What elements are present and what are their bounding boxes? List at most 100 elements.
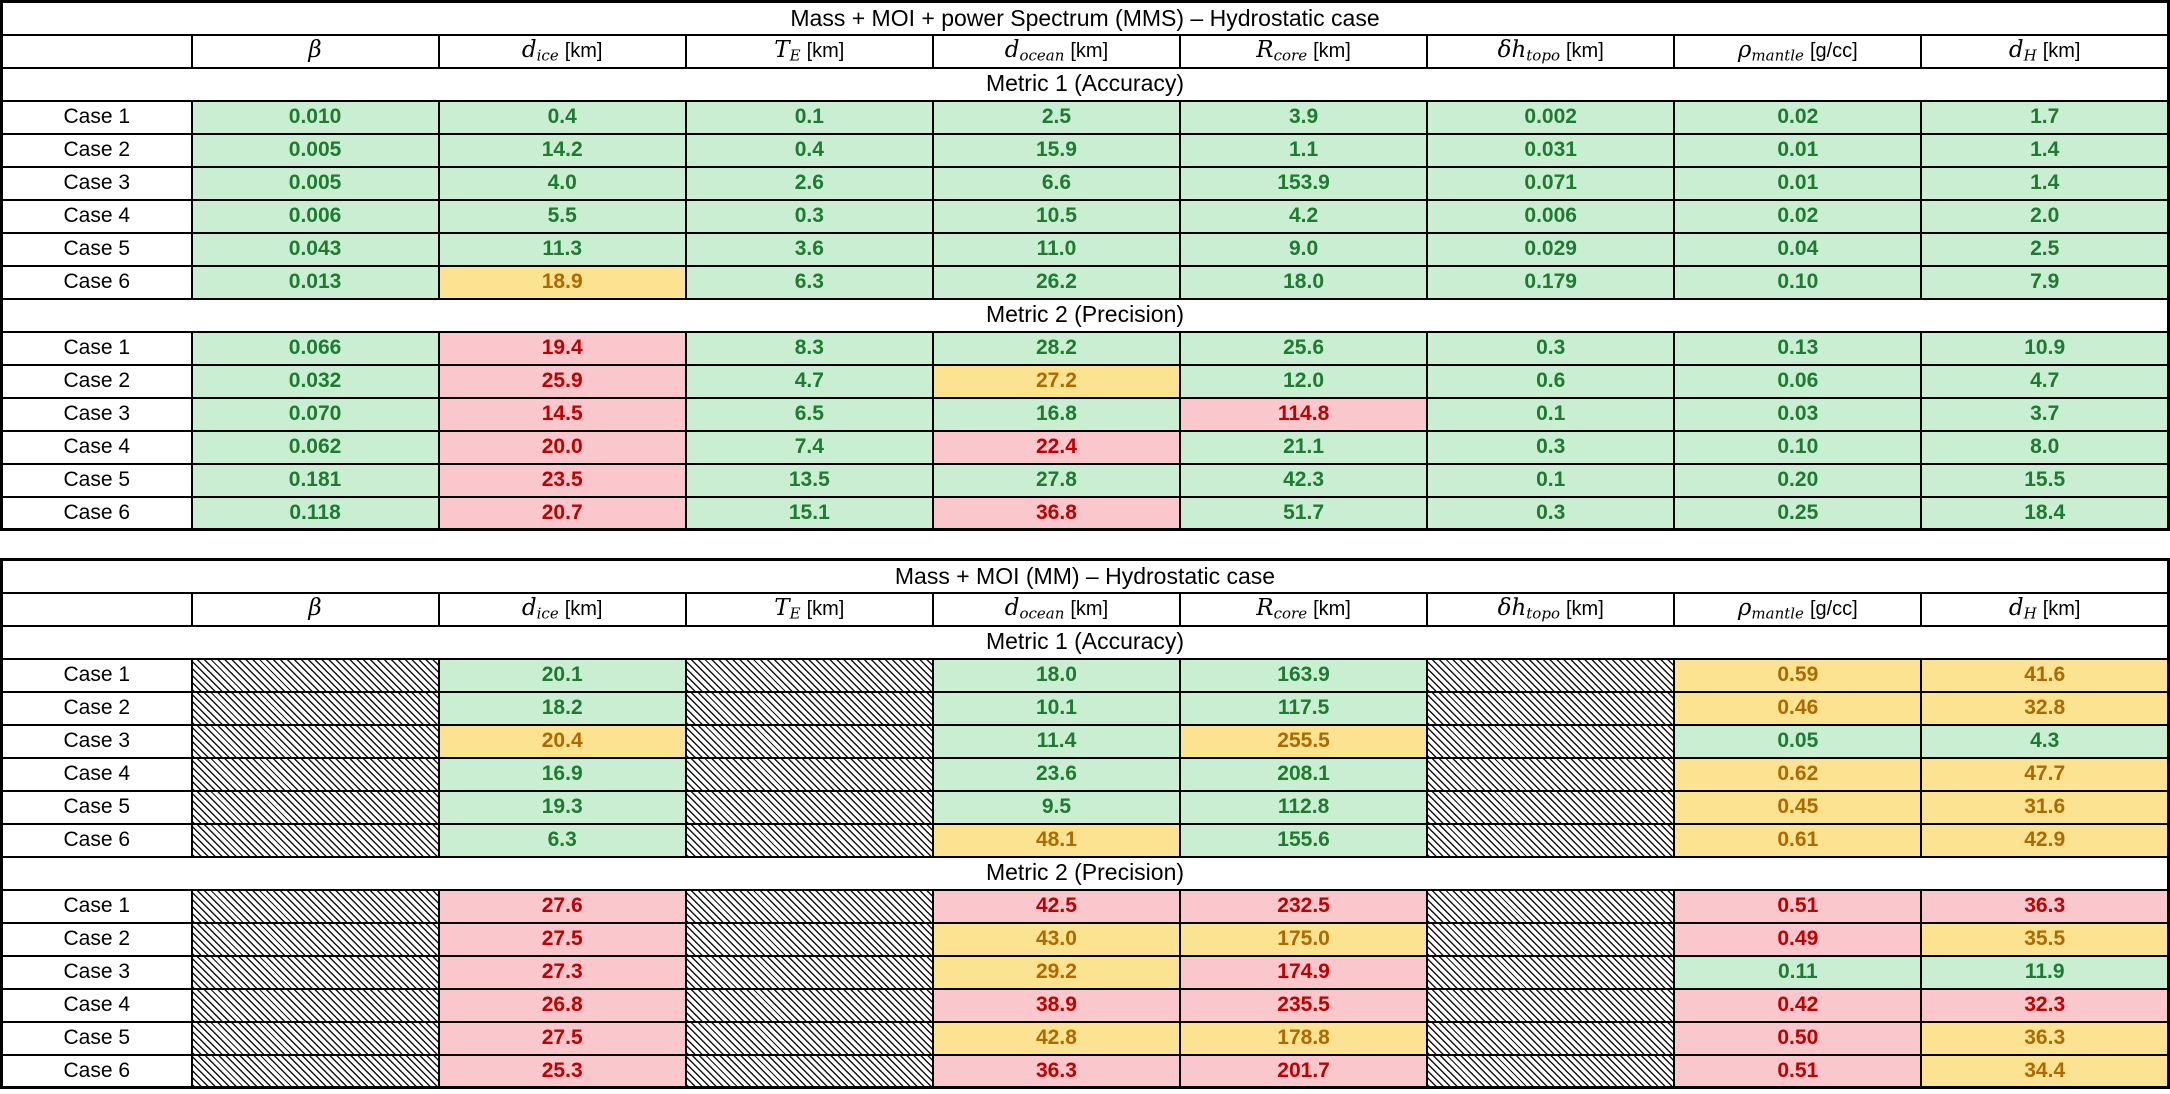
value-cell: 27.3 <box>437 954 687 990</box>
value-cell: 10.5 <box>931 198 1182 234</box>
value-cell: 14.5 <box>437 396 687 432</box>
hatched-cell <box>190 756 440 792</box>
value-cell: 0.04 <box>1673 231 1923 267</box>
value-cell: 255.5 <box>1178 723 1429 759</box>
value-cell: 0.11 <box>1673 954 1923 990</box>
hatched-cell <box>684 756 934 792</box>
value-cell: 20.1 <box>437 657 687 693</box>
variable-subscript: E <box>789 604 801 623</box>
table-row: Case 1 27.6 42.5 232.5 0.51 36.3 <box>0 888 2170 924</box>
value-cell: 19.3 <box>437 789 687 825</box>
value-cell: 20.0 <box>437 429 687 465</box>
hatched-cell <box>190 921 440 957</box>
value-cell: 0.20 <box>1673 462 1923 498</box>
value-cell: 27.5 <box>437 1020 687 1056</box>
table-row: Case 5 0.181 23.5 13.5 27.8 42.3 0.1 0.20 15.5 <box>0 462 2170 498</box>
case-label: Case 3 <box>0 954 193 990</box>
hatched-cell <box>190 987 440 1023</box>
section-header: Metric 1 (Accuracy) <box>0 66 2170 102</box>
case-label: Case 1 <box>0 888 193 924</box>
value-cell: 232.5 <box>1178 888 1429 924</box>
case-label: Case 6 <box>0 1053 193 1089</box>
value-cell: 25.3 <box>437 1053 687 1089</box>
value-cell: 20.7 <box>437 495 687 531</box>
table-row: Case 3 0.005 4.0 2.6 6.6 153.9 0.071 0.01 1.4 <box>0 165 2170 201</box>
value-cell: 18.9 <box>437 264 687 300</box>
value-cell: 2.6 <box>684 165 934 201</box>
value-cell: 0.031 <box>1426 132 1676 168</box>
value-cell: 0.179 <box>1426 264 1676 300</box>
value-cell: 48.1 <box>931 822 1182 858</box>
value-cell: 27.8 <box>931 462 1182 498</box>
value-cell: 0.51 <box>1673 1053 1923 1089</box>
value-cell: 42.9 <box>1920 822 2170 858</box>
column-header: TE [km] <box>684 591 934 627</box>
column-header: dH [km] <box>1920 33 2170 69</box>
value-cell: 15.5 <box>1920 462 2170 498</box>
value-cell: 0.06 <box>1673 363 1923 399</box>
value-cell: 0.3 <box>1426 330 1676 366</box>
header-corner-cell <box>0 591 193 627</box>
value-cell: 0.13 <box>1673 330 1923 366</box>
case-label: Case 6 <box>0 495 193 531</box>
table-row: Case 1 20.1 18.0 163.9 0.59 41.6 <box>0 657 2170 693</box>
variable-symbol: T <box>774 594 790 621</box>
column-header: dH [km] <box>1920 591 2170 627</box>
hatched-cell <box>684 987 934 1023</box>
value-cell: 0.006 <box>1426 198 1676 234</box>
value-cell: 155.6 <box>1178 822 1429 858</box>
value-cell: 0.181 <box>190 462 440 498</box>
value-cell: 0.59 <box>1673 657 1923 693</box>
variable-subscript: ice <box>536 604 559 623</box>
value-cell: 13.5 <box>684 462 934 498</box>
unit-label: [km] <box>1565 597 1604 620</box>
value-cell: 0.05 <box>1673 723 1923 759</box>
table-mm: Mass + MOI (MM) – Hydrostatic case β dice[… <box>0 558 2170 1089</box>
hatched-cell <box>1426 921 1676 957</box>
value-cell: 0.61 <box>1673 822 1923 858</box>
table-row: Case 2 27.5 43.0 175.0 0.49 35.5 <box>0 921 2170 957</box>
hatched-cell <box>684 888 934 924</box>
column-header: ρmantle [g/cc] <box>1673 591 1923 627</box>
value-cell: 15.1 <box>684 495 934 531</box>
value-cell: 9.0 <box>1178 231 1429 267</box>
variable-subscript: H <box>2023 46 2037 65</box>
table-row: Case 3 27.3 29.2 174.9 0.11 11.9 <box>0 954 2170 990</box>
value-cell: 4.7 <box>684 363 934 399</box>
case-label: Case 3 <box>0 723 193 759</box>
table-row: Case 3 0.070 14.5 6.5 16.8 114.8 0.1 0.03 3.7 <box>0 396 2170 432</box>
value-cell: 0.45 <box>1673 789 1923 825</box>
header-corner-cell <box>0 33 193 69</box>
value-cell: 3.9 <box>1178 99 1429 135</box>
unit-label: [km] <box>564 39 603 62</box>
unit-label: [km] <box>1313 39 1351 62</box>
case-label: Case 1 <box>0 99 193 135</box>
case-label: Case 5 <box>0 789 193 825</box>
value-cell: 0.02 <box>1673 99 1923 135</box>
value-cell: 8.0 <box>1920 429 2170 465</box>
hatched-cell <box>684 789 934 825</box>
table-mms: Mass + MOI + power Spectrum (MMS) – Hydr… <box>0 0 2170 531</box>
table-gap <box>0 531 2170 558</box>
case-label: Case 4 <box>0 756 193 792</box>
hatched-cell <box>190 954 440 990</box>
value-cell: 2.0 <box>1920 198 2170 234</box>
value-cell: 1.7 <box>1920 99 2170 135</box>
value-cell: 112.8 <box>1178 789 1429 825</box>
value-cell: 36.3 <box>1920 888 2170 924</box>
value-cell: 9.5 <box>931 789 1182 825</box>
hatched-cell <box>190 1053 440 1089</box>
value-cell: 0.071 <box>1426 165 1676 201</box>
table-row: Case 6 0.013 18.9 6.3 26.2 18.0 0.179 0.10 7.9 <box>0 264 2170 300</box>
value-cell: 21.1 <box>1178 429 1429 465</box>
hatched-cell <box>684 1020 934 1056</box>
value-cell: 32.3 <box>1920 987 2170 1023</box>
variable-subscript: mantle <box>1751 46 1804 65</box>
column-header: TE [km] <box>684 33 934 69</box>
value-cell: 18.2 <box>437 690 687 726</box>
table-row: Case 4 0.006 5.5 0.3 10.5 4.2 0.006 0.02 2.0 <box>0 198 2170 234</box>
table-row: Case 4 0.062 20.0 7.4 22.4 21.1 0.3 0.10 8.0 <box>0 429 2170 465</box>
value-cell: 0.005 <box>190 165 440 201</box>
case-label: Case 4 <box>0 198 193 234</box>
hatched-cell <box>1426 723 1676 759</box>
